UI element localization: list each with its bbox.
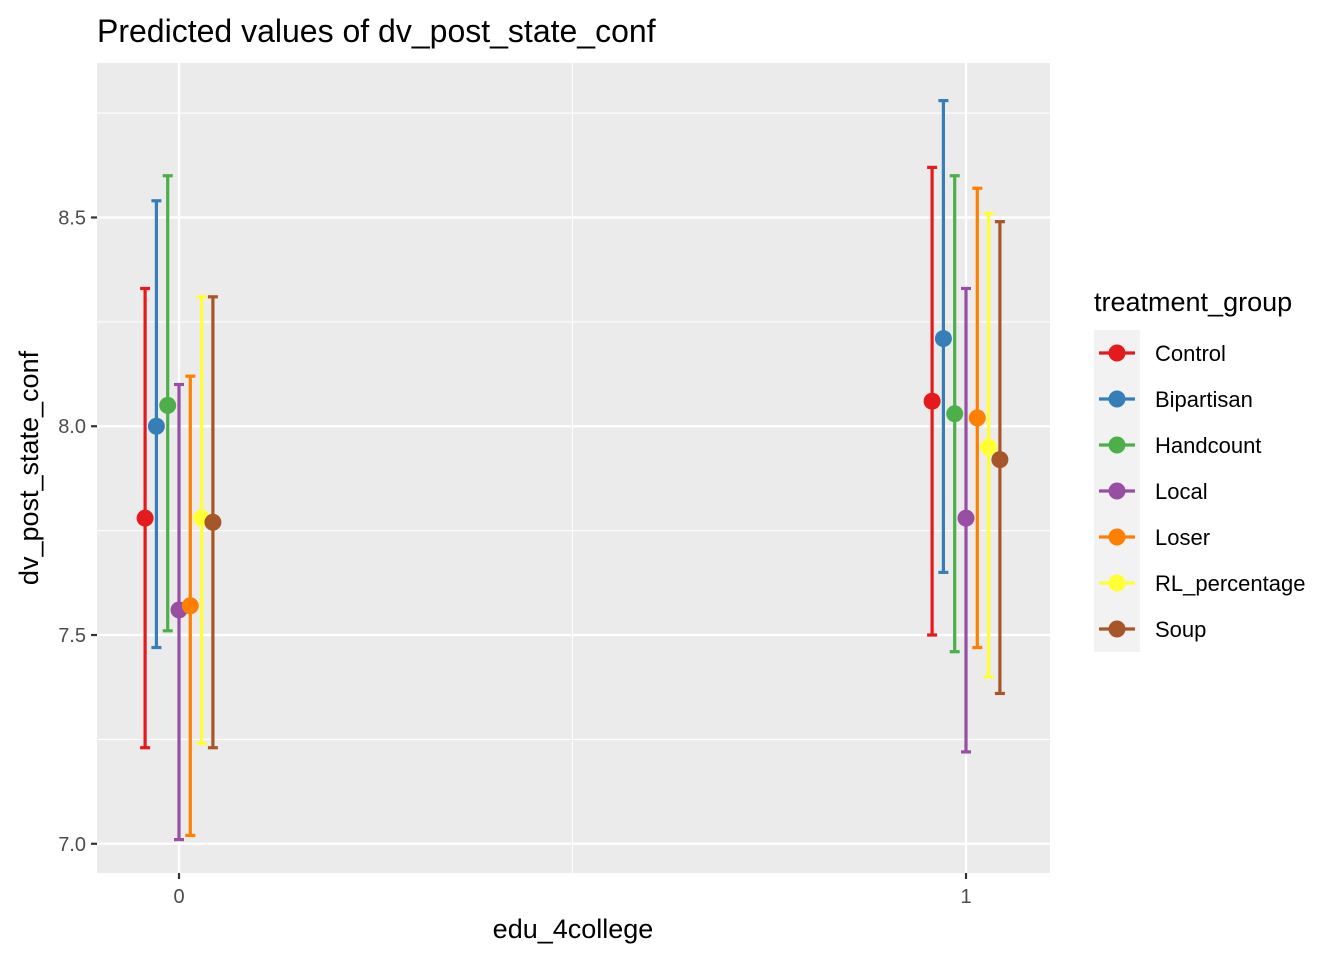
data-point (204, 513, 222, 531)
legend-item: Local (1099, 479, 1208, 504)
y-tick-label: 8.0 (58, 416, 86, 438)
data-point (957, 509, 975, 527)
data-point (991, 451, 1009, 469)
data-point (923, 392, 941, 410)
error-bar-group (170, 382, 188, 842)
legend-label: RL_percentage (1155, 571, 1305, 596)
legend-key-point (1108, 436, 1126, 454)
legend-item: Soup (1099, 617, 1206, 642)
legend-key-point (1108, 390, 1126, 408)
data-point (968, 409, 986, 427)
data-point (136, 509, 154, 527)
legend-label: Loser (1155, 525, 1210, 550)
error-bar-group (968, 186, 986, 650)
legend-item: RL_percentage (1099, 571, 1305, 596)
error-bar-group (923, 165, 941, 637)
y-tick-label: 7.5 (58, 625, 86, 647)
x-tick-label: 0 (173, 886, 184, 908)
error-bar-group (991, 220, 1009, 696)
x-axis-title: edu_4college (493, 914, 654, 944)
error-bar-group (934, 98, 952, 574)
legend-label: Control (1155, 341, 1226, 366)
legend-key-point (1108, 528, 1126, 546)
y-axis: 7.0 7.5 8.0 8.5 (58, 207, 97, 856)
data-point (980, 438, 998, 456)
chart-title: Predicted values of dv_post_state_conf (97, 13, 656, 49)
data-point (946, 405, 964, 423)
legend-key-point (1108, 620, 1126, 638)
x-tick-label: 1 (960, 886, 971, 908)
legend-key-point (1108, 574, 1126, 592)
legend: Control Bipartisan Handcount Local Loser RL_p… (1099, 341, 1305, 642)
legend-label: Soup (1155, 617, 1206, 642)
y-axis-title: dv_post_state_conf (14, 350, 44, 585)
legend-label: Local (1155, 479, 1208, 504)
legend-item: Control (1099, 341, 1226, 366)
legend-key-point (1108, 344, 1126, 362)
error-bar-group (159, 174, 177, 633)
data-point (159, 396, 177, 414)
legend-label: Bipartisan (1155, 387, 1253, 412)
legend-item: Loser (1099, 525, 1210, 550)
data-point (181, 597, 199, 615)
legend-item: Bipartisan (1099, 387, 1253, 412)
legend-item: Handcount (1099, 433, 1261, 458)
error-bar-group (946, 174, 964, 654)
data-point (934, 330, 952, 348)
error-bar-group (181, 374, 199, 838)
y-tick-label: 7.0 (58, 834, 86, 856)
error-bar-group (204, 295, 222, 750)
error-bar-group (957, 286, 975, 754)
legend-label: Handcount (1155, 433, 1261, 458)
data-marks (136, 98, 1009, 842)
y-tick-label: 8.5 (58, 207, 86, 229)
legend-title: treatment_group (1094, 287, 1292, 317)
error-bar-group (136, 286, 154, 750)
data-point (147, 417, 165, 435)
error-bar-group (147, 199, 165, 650)
error-bar-group (980, 211, 998, 679)
plot-panel (97, 63, 1050, 873)
legend-key-point (1108, 482, 1126, 500)
